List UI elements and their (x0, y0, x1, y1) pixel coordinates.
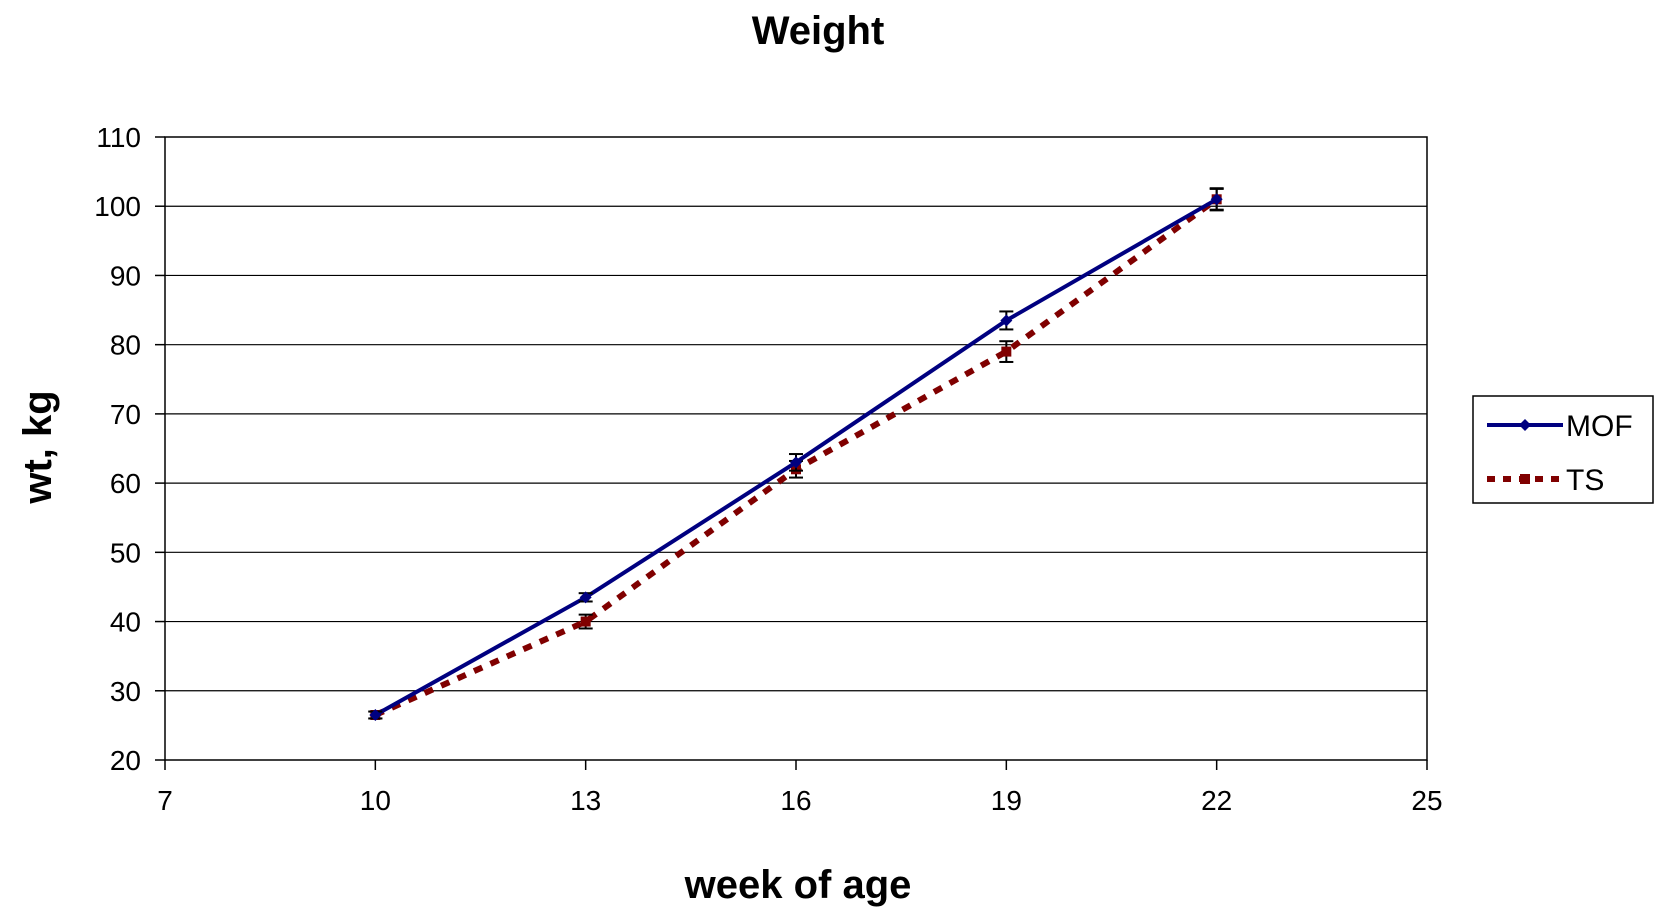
legend-box (1472, 395, 1654, 504)
point-mof-13 (579, 591, 592, 604)
chart-title: Weight (752, 9, 885, 53)
y-tick-label-80: 80 (110, 330, 141, 361)
point-ts-19 (1001, 346, 1012, 357)
x-tick-label-7: 7 (157, 785, 173, 816)
point-mof-16 (790, 456, 802, 469)
x-tick-label-16: 16 (780, 785, 811, 816)
legend-ts-label: TS (1566, 464, 1604, 497)
x-tick-label-25: 25 (1411, 785, 1442, 816)
y-tick-label-60: 60 (110, 468, 141, 499)
x-tick-label-10: 10 (360, 785, 391, 816)
point-mof-10 (369, 709, 382, 722)
y-tick-label-100: 100 (94, 191, 141, 222)
point-mof-22 (1210, 193, 1223, 206)
series-layer (368, 187, 1224, 722)
gridlines (165, 205, 1427, 692)
x-axis-ticks: 7 10 13 16 19 22 25 (157, 760, 1443, 816)
x-tick-label-22: 22 (1201, 785, 1232, 816)
legend-ts-marker (1520, 474, 1530, 484)
y-tick-label-50: 50 (110, 537, 141, 568)
y-axis-title: wt, kg (16, 390, 60, 504)
plot-area (164, 136, 1428, 761)
x-tick-label-19: 19 (991, 785, 1022, 816)
legend-mof-label: MOF (1566, 410, 1633, 443)
y-tick-label-70: 70 (110, 399, 141, 430)
point-ts-13 (580, 616, 591, 627)
legend: MOF TS (1472, 395, 1654, 504)
series-mof (368, 187, 1224, 722)
y-axis-ticks: 20 30 40 50 60 70 80 90 100 110 (94, 122, 165, 776)
legend-mof-marker (1519, 419, 1531, 431)
y-tick-label-110: 110 (96, 122, 141, 153)
y-tick-label-20: 20 (110, 745, 141, 776)
y-tick-label-90: 90 (110, 260, 141, 291)
y-tick-label-30: 30 (110, 676, 141, 707)
point-mof-19 (1000, 314, 1013, 327)
x-tick-label-13: 13 (570, 785, 601, 816)
x-axis-title: week of age (684, 863, 912, 907)
y-tick-label-40: 40 (110, 607, 141, 638)
